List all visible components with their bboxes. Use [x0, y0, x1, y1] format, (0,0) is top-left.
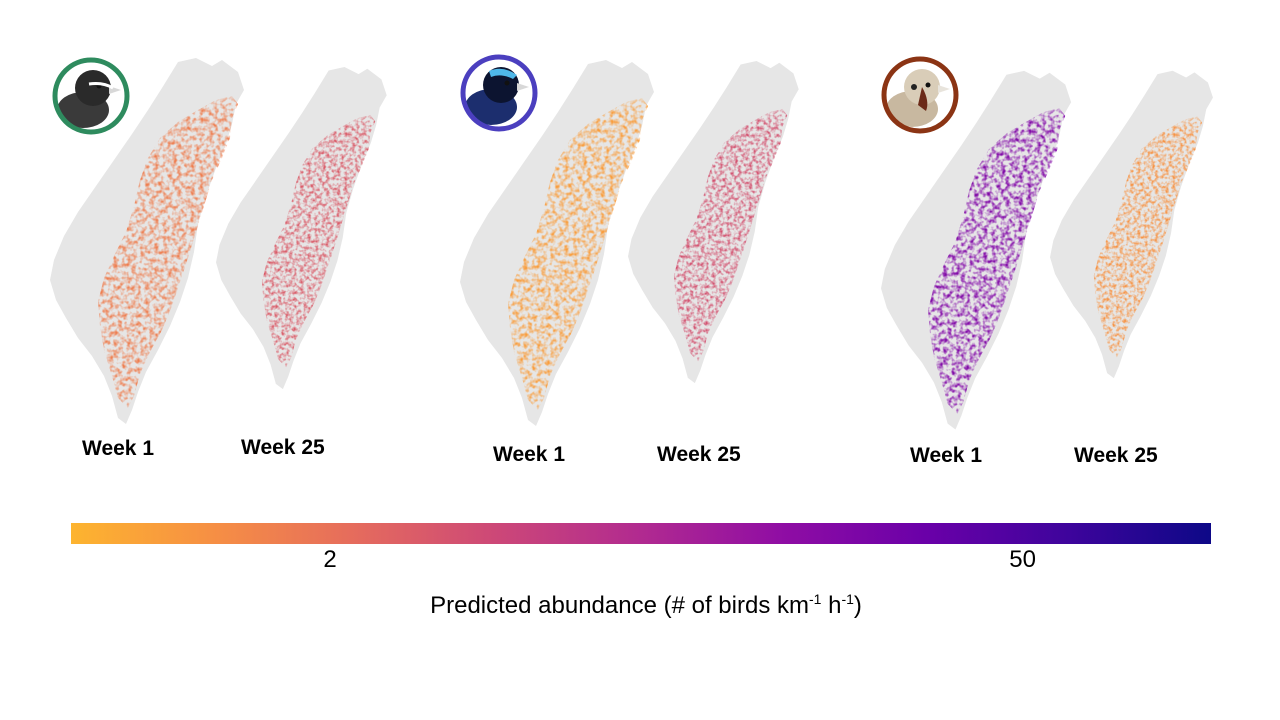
legend-title-end: ) — [853, 592, 862, 619]
week-label: Week 1 — [910, 444, 982, 467]
black-bird-white-brow-icon — [52, 57, 130, 135]
colorbar-tick-label: 50 — [1009, 546, 1036, 573]
icon-ring — [460, 54, 538, 132]
legend-title-sup: -1 — [841, 591, 854, 607]
week-label: Week 1 — [493, 443, 565, 466]
taiwan-map — [1050, 70, 1213, 379]
week-label: Week 25 — [657, 443, 741, 466]
icon-ring — [52, 57, 130, 135]
legend-title: Predicted abundance (# of birds km-1 h-1… — [0, 591, 1280, 620]
brown-sparrow-bird-icon — [881, 56, 959, 134]
taiwan-map — [216, 67, 387, 390]
legend-title-sup: -1 — [808, 591, 822, 607]
abundance-range — [98, 96, 238, 408]
icon-ring — [881, 56, 959, 134]
species-icons — [52, 54, 959, 135]
legend-title-mid: h — [821, 592, 842, 619]
colorbar — [71, 523, 1211, 544]
taiwan-map — [628, 61, 799, 384]
blue-bird-icon — [460, 54, 538, 132]
week-label: Week 1 — [82, 437, 154, 460]
legend-title-main: Predicted abundance (# of birds km — [430, 592, 809, 619]
colorbar-tick-label: 2 — [323, 546, 337, 573]
abundance-range — [508, 98, 648, 410]
week-label: Week 25 — [1074, 444, 1158, 467]
week-label: Week 25 — [241, 436, 325, 459]
maps-layer — [50, 58, 1213, 430]
abundance-range — [928, 108, 1066, 414]
